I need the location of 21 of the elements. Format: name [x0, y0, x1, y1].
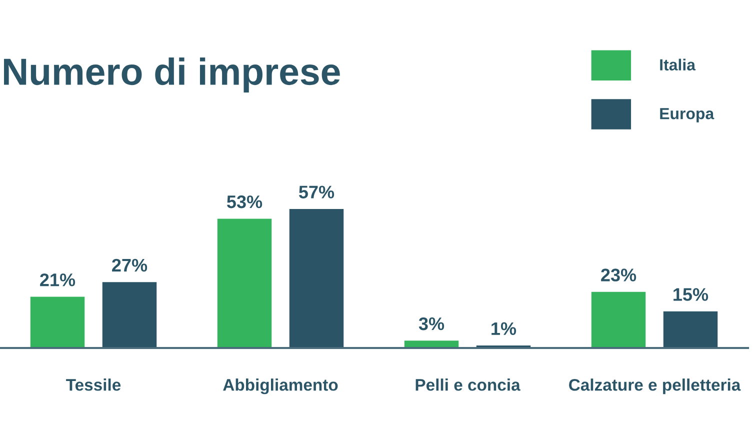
bar — [30, 296, 85, 348]
x-tick-label: Calzature e pelletteria — [569, 378, 741, 394]
data-label: 53% — [226, 195, 262, 208]
data-label: 21% — [40, 273, 76, 286]
data-label: 1% — [492, 322, 516, 336]
bar — [289, 208, 344, 348]
chart-title: Numero di imprese — [4, 58, 340, 92]
data-label: 3% — [418, 317, 444, 330]
bar — [591, 292, 646, 348]
bar — [102, 282, 157, 348]
bar — [663, 311, 718, 348]
data-label: 27% — [112, 258, 148, 272]
x-tick-label: Tessile — [66, 378, 121, 391]
data-label: 57% — [298, 186, 334, 198]
legend-label: Europa — [660, 108, 714, 122]
legend-label: Italia — [660, 58, 696, 70]
x-tick-label: Abbigliamento — [223, 378, 338, 394]
bar — [217, 218, 272, 348]
data-label: 23% — [601, 268, 636, 282]
data-label: 15% — [674, 288, 708, 301]
x-tick-label: Pelli e concia — [416, 378, 520, 391]
